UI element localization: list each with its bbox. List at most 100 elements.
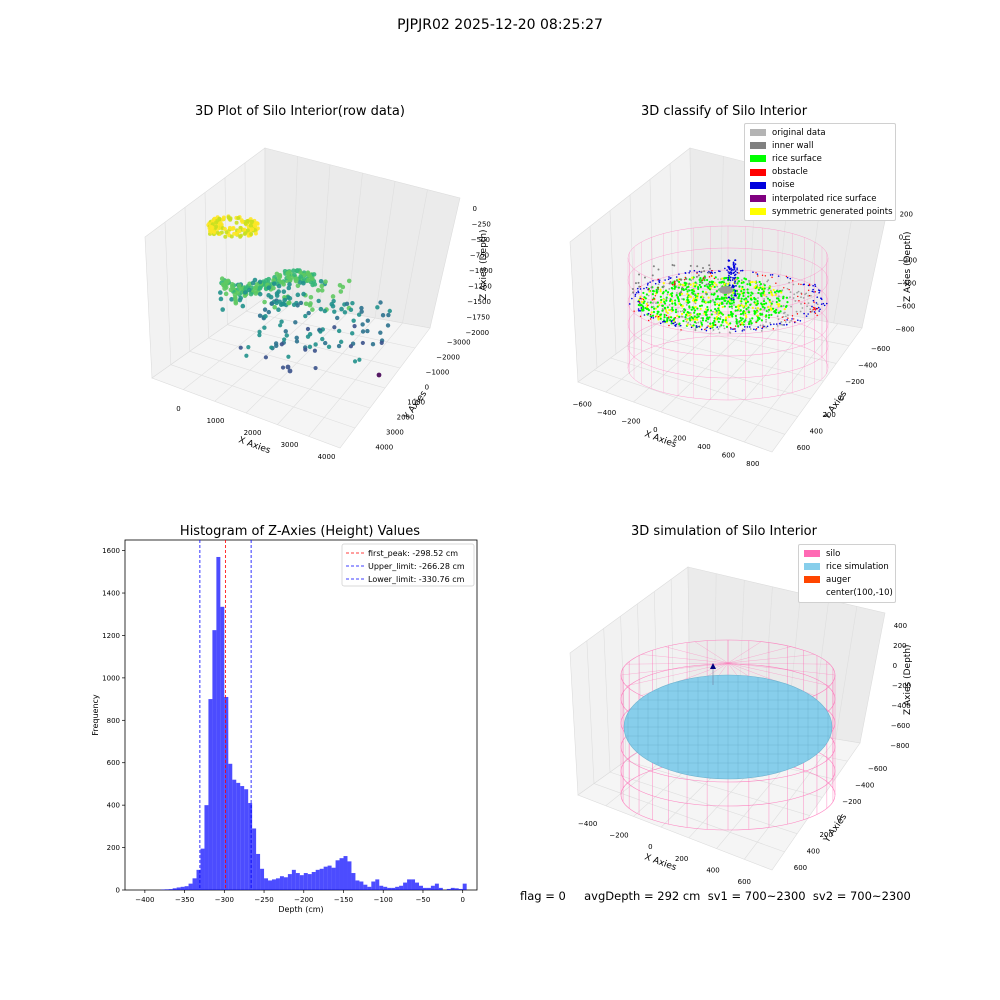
p2-point <box>732 298 735 301</box>
p1-point <box>262 299 267 305</box>
p2-point <box>668 303 671 306</box>
p2-point <box>766 280 769 283</box>
p1-x-tick: 3000 <box>281 441 299 449</box>
p2-point <box>712 329 715 331</box>
histogram-bar <box>180 886 185 890</box>
p2-point <box>713 301 716 304</box>
legend-swatch <box>750 195 766 203</box>
p2-point <box>701 290 704 293</box>
p2-point <box>674 283 676 285</box>
p1-point <box>312 282 318 287</box>
p2-point <box>741 285 744 289</box>
p2-point <box>657 268 660 271</box>
p2-point <box>680 291 683 294</box>
p2-point <box>763 294 766 297</box>
simulation-legend: silo rice simulation auger center(100,-10) <box>798 544 896 603</box>
p1-point <box>257 329 262 334</box>
y-tick-label: 400 <box>107 802 120 810</box>
p2-point <box>788 288 790 291</box>
p2-point <box>736 268 738 271</box>
p2-point <box>814 291 817 293</box>
p2-point <box>640 307 643 309</box>
auger-mark <box>719 286 733 294</box>
p1-point <box>233 300 239 306</box>
p4-z-tick: 400 <box>894 622 907 630</box>
p2-point <box>671 284 674 286</box>
p2-point <box>761 327 763 330</box>
p1-point <box>248 291 254 297</box>
p1-point <box>340 284 346 290</box>
p2-point <box>761 288 764 291</box>
x-tick-label: −400 <box>135 896 154 904</box>
histogram-bar <box>164 889 169 890</box>
p1-point <box>219 222 224 227</box>
p2-point <box>643 300 646 303</box>
silo-roof-line <box>727 641 762 664</box>
p2-point <box>761 305 764 308</box>
p2-point <box>757 275 759 277</box>
p2-point <box>761 292 765 295</box>
p2-point <box>682 298 685 301</box>
p2-point <box>628 303 631 305</box>
p1-point <box>378 300 383 305</box>
legend-swatch <box>750 129 766 137</box>
p2-point <box>765 326 768 329</box>
p2-point <box>685 320 688 323</box>
p2-y-tick: −600 <box>871 345 890 353</box>
p2-point <box>668 308 671 312</box>
p2-point <box>700 317 703 320</box>
p2-point <box>741 330 744 332</box>
p2-point <box>812 288 814 291</box>
p2-point <box>668 288 671 290</box>
p1-point <box>245 218 250 223</box>
p2-x-tick: −200 <box>621 417 640 425</box>
p2-point <box>732 328 734 331</box>
p2-point <box>794 300 797 302</box>
p2-point <box>763 302 766 306</box>
p2-point <box>737 304 740 307</box>
p2-point <box>800 296 802 299</box>
p2-point <box>668 276 670 278</box>
p2-point <box>710 275 713 277</box>
histogram-bar <box>407 879 412 890</box>
p1-point <box>375 305 380 310</box>
p2-point <box>637 291 640 294</box>
p2-point <box>655 314 658 317</box>
p2-point <box>735 289 739 292</box>
p1-point <box>242 231 247 236</box>
p2-point <box>735 284 737 287</box>
classify-legend: original data inner wall rice surface obsta… <box>744 123 896 222</box>
p2-point <box>660 298 663 302</box>
p2-point <box>659 295 662 298</box>
p2-point <box>647 312 650 315</box>
p2-point <box>784 305 788 308</box>
p2-point <box>740 304 743 307</box>
histogram-bar <box>434 883 439 890</box>
p2-point <box>655 302 657 305</box>
p1-point <box>306 310 311 316</box>
p1-point <box>276 289 281 294</box>
p2-point <box>763 284 766 287</box>
p2-point <box>663 316 666 319</box>
grid-line <box>224 177 228 325</box>
histogram-bar <box>339 858 344 890</box>
p2-point <box>697 321 700 324</box>
p2-point <box>731 285 734 288</box>
p2-point <box>739 316 742 319</box>
histogram-bar <box>303 873 308 890</box>
p2-point <box>671 281 674 284</box>
p2-point <box>638 285 641 288</box>
p1-point <box>249 232 254 237</box>
p1-point <box>326 344 332 349</box>
p2-point <box>691 317 694 320</box>
p1-point <box>240 303 246 309</box>
p2-point <box>718 298 721 301</box>
p2-point <box>748 282 751 285</box>
silo-roof-line <box>620 662 729 676</box>
p2-point <box>765 309 768 313</box>
p1-point <box>295 303 300 308</box>
p2-point <box>734 290 737 293</box>
p1-point <box>276 283 282 289</box>
p1-point <box>332 325 337 330</box>
legend-label: original data <box>772 127 826 138</box>
